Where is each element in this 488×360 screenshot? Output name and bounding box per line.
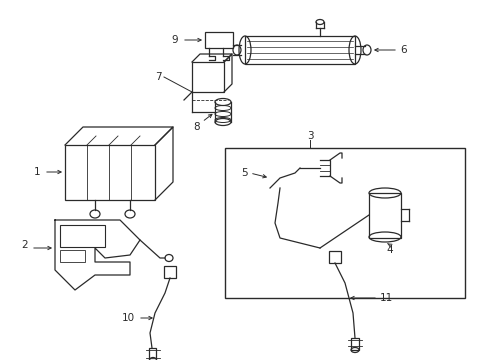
Bar [244, 36, 354, 64]
Bar [163, 266, 176, 278]
Bar [65, 145, 155, 200]
Bar [224, 148, 464, 298]
Bar [60, 250, 85, 262]
Bar [368, 193, 400, 238]
Bar [149, 348, 156, 360]
Text: 11: 11 [379, 293, 392, 303]
Bar [204, 32, 232, 48]
Text: 6: 6 [399, 45, 406, 55]
Text: 7: 7 [155, 72, 162, 82]
Bar [350, 338, 358, 350]
Bar [192, 62, 224, 92]
Bar [60, 225, 105, 247]
Text: 4: 4 [386, 245, 392, 255]
Bar [328, 251, 340, 263]
Text: 8: 8 [193, 122, 200, 132]
Text: 3: 3 [306, 131, 313, 141]
Text: 5: 5 [241, 168, 247, 178]
Text: 9: 9 [171, 35, 178, 45]
Text: 10: 10 [122, 313, 135, 323]
Text: 1: 1 [33, 167, 40, 177]
Text: 2: 2 [21, 240, 28, 250]
